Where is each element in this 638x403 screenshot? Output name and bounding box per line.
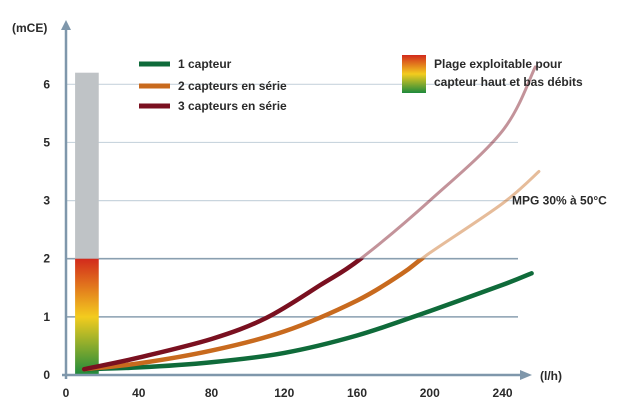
x-axis-arrow (520, 370, 532, 380)
legend-range-label-line2: capteur haut et bas débits (434, 75, 583, 89)
series-line-3-capteurs (81, 258, 365, 372)
legend-label-3-capteurs: 3 capteurs en série (178, 99, 287, 113)
usable-range-bar (75, 72, 99, 375)
legend-label-1-capteur: 1 capteur (178, 57, 232, 71)
tick-labels: 0 1 2 3 5 6 0 40 80 120 160 200 240 (43, 77, 513, 400)
axes (61, 20, 532, 380)
fluid-note: MPG 30% à 50°C (512, 194, 607, 208)
x-tick-label: 200 (420, 386, 440, 400)
y-tick-label: 5 (43, 135, 50, 149)
series-lines (81, 65, 541, 372)
gridlines (66, 83, 518, 318)
x-tick-label: 240 (493, 386, 513, 400)
legend-label-2-capteurs: 2 capteurs en série (178, 79, 287, 93)
y-tick-label: 3 (43, 194, 50, 208)
x-tick-label: 0 (63, 386, 70, 400)
range-bar-gradient (75, 258, 99, 375)
y-axis-label: (mCE) (12, 21, 47, 35)
x-tick-label: 40 (132, 386, 146, 400)
x-tick-label: 120 (274, 386, 294, 400)
y-tick-label: 0 (43, 368, 50, 382)
x-tick-label: 80 (205, 386, 219, 400)
x-tick-label: 160 (347, 386, 367, 400)
legend-range-swatch (402, 55, 426, 93)
y-axis-arrow (61, 20, 71, 30)
y-tick-label: 1 (43, 310, 50, 324)
legend-range-label-line1: Plage exploitable pour (434, 57, 562, 71)
series-line-1-capteur (81, 271, 534, 372)
range-bar-grey (75, 72, 99, 259)
legend: 1 capteur 2 capteurs en série 3 capteurs… (139, 55, 583, 113)
series-line-2-capteurs (81, 258, 426, 372)
y-tick-label: 6 (43, 77, 50, 91)
legend-range-label: Plage exploitable pour capteur haut et b… (434, 57, 583, 89)
y-tick-label: 2 (43, 252, 50, 266)
x-axis-label: (l/h) (540, 369, 562, 383)
